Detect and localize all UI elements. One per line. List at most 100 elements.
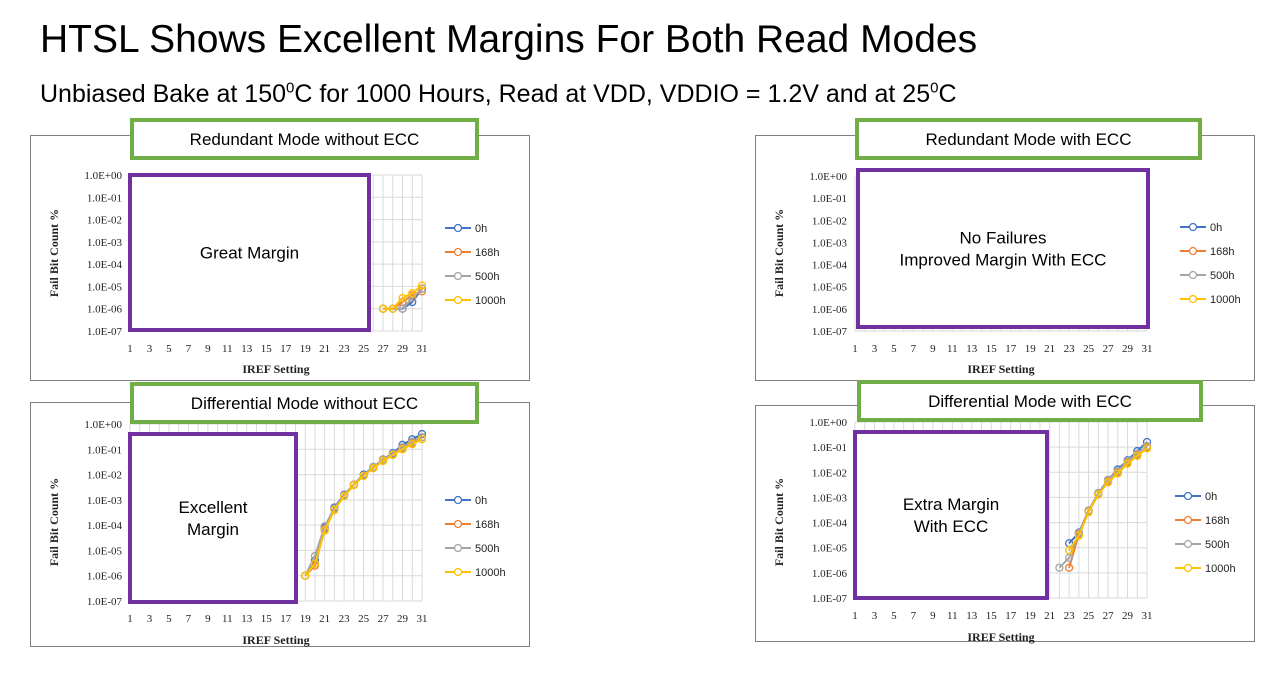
data-point-1000h bbox=[1094, 490, 1103, 499]
chart-banner-box bbox=[857, 380, 1203, 422]
y-tick-label: 1.0E-02 bbox=[812, 215, 847, 227]
y-tick-label: 1.0E-07 bbox=[87, 596, 123, 608]
x-tick-label: 9 bbox=[930, 343, 936, 355]
data-point-1000h bbox=[1064, 546, 1074, 555]
data-point-1000h bbox=[1074, 531, 1084, 540]
x-tick-label: 5 bbox=[166, 613, 172, 625]
x-tick-label: 19 bbox=[300, 613, 312, 625]
x-tick-label: 1 bbox=[127, 343, 133, 355]
series-line-1000h bbox=[304, 438, 423, 577]
x-tick-label: 21 bbox=[1044, 610, 1055, 622]
x-tick-label: 21 bbox=[319, 613, 330, 625]
chart-differential-ecc: 1.0E+00 1.0E-01 1.0E-02 1.0E-03 1.0E-04 1.0E-… bbox=[755, 380, 1255, 644]
legend-swatch-marker bbox=[453, 247, 463, 257]
legend-label: 0h bbox=[475, 495, 487, 507]
y-tick-label: 1.0E-06 bbox=[87, 304, 123, 316]
x-tick-label: 13 bbox=[966, 343, 978, 355]
data-point-1000h bbox=[1133, 451, 1142, 461]
x-tick-label: 15 bbox=[261, 343, 273, 355]
callout-text: Great Margin bbox=[200, 244, 299, 263]
data-point-1000h bbox=[301, 571, 310, 580]
chart-banner-box bbox=[855, 118, 1202, 160]
data-point-1000h bbox=[1123, 459, 1132, 468]
subtitle-part-3: C bbox=[938, 80, 957, 108]
x-tick-label: 17 bbox=[280, 613, 292, 625]
subtitle-superscript-2: 0 bbox=[930, 79, 939, 97]
y-tick-label: 1.0E-04 bbox=[812, 518, 848, 530]
legend-label: 500h bbox=[1210, 270, 1234, 282]
y-tick-label: 1.0E-01 bbox=[812, 193, 847, 205]
legend-swatch-marker bbox=[453, 543, 463, 553]
x-tick-label: 5 bbox=[891, 610, 897, 622]
y-tick-label: 1.0E-03 bbox=[812, 237, 848, 249]
x-tick-label: 19 bbox=[1025, 610, 1037, 622]
y-axis-title: Fail Bit Count % bbox=[772, 209, 786, 297]
x-tick-label: 19 bbox=[1025, 343, 1037, 355]
y-tick-label: 1.0E+00 bbox=[809, 417, 847, 429]
data-point-500h bbox=[408, 293, 417, 303]
x-tick-label: 3 bbox=[147, 613, 153, 625]
chart-banner-title: Redundant Mode with ECC bbox=[925, 130, 1131, 149]
y-tick-label: 1.0E-02 bbox=[812, 467, 847, 479]
y-tick-label: 1.0E-06 bbox=[812, 568, 848, 580]
x-axis-title: IREF Setting bbox=[242, 362, 309, 376]
x-tick-label: 19 bbox=[300, 343, 312, 355]
legend-label: 1000h bbox=[475, 295, 506, 307]
y-tick-label: 1.0E-02 bbox=[87, 215, 122, 227]
legend-label: 168h bbox=[475, 247, 499, 259]
chart-banner-box bbox=[130, 118, 479, 160]
x-tick-label: 3 bbox=[872, 343, 878, 355]
legend-swatch-marker bbox=[1183, 539, 1193, 549]
x-tick-label: 27 bbox=[378, 343, 390, 355]
legend-label: 168h bbox=[475, 519, 499, 531]
legend-swatch-marker bbox=[1188, 270, 1198, 280]
margin-callout-box bbox=[853, 430, 1049, 600]
x-tick-label: 11 bbox=[947, 343, 958, 355]
x-tick-label: 29 bbox=[1122, 610, 1134, 622]
legend-label: 0h bbox=[1210, 222, 1222, 234]
x-tick-label: 3 bbox=[872, 610, 878, 622]
y-axis-title: Fail Bit Count % bbox=[772, 478, 786, 566]
y-tick-label: 1.0E+00 bbox=[84, 170, 122, 182]
x-tick-label: 29 bbox=[1122, 343, 1134, 355]
data-point-1000h bbox=[378, 304, 388, 313]
chart-banner-box bbox=[130, 382, 479, 424]
x-axis-title: IREF Setting bbox=[242, 633, 309, 647]
callout-text: Excellent bbox=[179, 498, 248, 517]
x-tick-label: 5 bbox=[166, 343, 172, 355]
x-tick-label: 31 bbox=[417, 343, 428, 355]
legend-swatch-marker bbox=[453, 223, 463, 233]
y-tick-label: 1.0E-03 bbox=[87, 237, 123, 249]
legend-label: 1000h bbox=[1205, 563, 1236, 575]
y-tick-label: 1.0E+00 bbox=[809, 171, 847, 183]
legend-label: 500h bbox=[475, 543, 499, 555]
y-tick-label: 1.0E-07 bbox=[812, 326, 848, 338]
x-tick-label: 29 bbox=[397, 613, 409, 625]
legend-swatch-marker bbox=[453, 271, 463, 281]
legend-label: 1000h bbox=[475, 567, 506, 579]
callout-text: Margin bbox=[187, 520, 239, 539]
data-point-1000h bbox=[330, 505, 339, 515]
y-tick-label: 1.0E-04 bbox=[87, 520, 123, 532]
slide-title: HTSL Shows Excellent Margins For Both Re… bbox=[40, 18, 978, 61]
y-tick-label: 1.0E-06 bbox=[87, 571, 123, 583]
legend-label: 1000h bbox=[1210, 294, 1241, 306]
x-tick-label: 25 bbox=[1083, 343, 1095, 355]
subtitle-part-2: C for 1000 Hours, Read at VDD, VDDIO = 1… bbox=[294, 80, 931, 108]
y-axis-title: Fail Bit Count % bbox=[47, 209, 61, 297]
callout-text: With ECC bbox=[914, 517, 989, 536]
x-tick-label: 7 bbox=[186, 613, 192, 625]
y-tick-label: 1.0E-03 bbox=[812, 492, 848, 504]
data-point-1000h bbox=[1142, 444, 1152, 453]
callout-text: No Failures bbox=[960, 229, 1047, 248]
x-tick-label: 25 bbox=[1083, 610, 1095, 622]
chart-redundant-no-ecc: 1.0E+00 1.0E-01 1.0E-02 1.0E-03 1.0E-04 1.0E-… bbox=[30, 118, 530, 381]
data-point-1000h bbox=[417, 435, 427, 444]
data-point-1000h bbox=[310, 559, 320, 568]
callout-text: Extra Margin bbox=[903, 495, 999, 514]
x-tick-label: 5 bbox=[891, 343, 897, 355]
x-tick-label: 27 bbox=[1103, 610, 1115, 622]
x-tick-label: 17 bbox=[280, 343, 292, 355]
x-tick-label: 1 bbox=[852, 610, 858, 622]
x-tick-label: 9 bbox=[205, 343, 211, 355]
